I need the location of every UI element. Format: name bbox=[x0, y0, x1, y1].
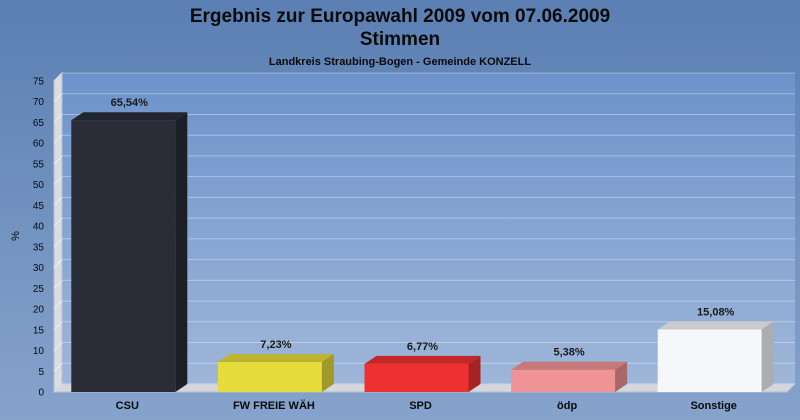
gridline-side bbox=[53, 217, 63, 227]
gridline-side bbox=[53, 114, 63, 123]
gridline-side bbox=[53, 72, 63, 82]
gridline-side bbox=[53, 176, 63, 186]
data-label: 7,23% bbox=[260, 339, 291, 351]
y-tick-label: 20 bbox=[33, 305, 45, 316]
x-axis-labels: CSU FW FREIE WÄH SPD ödp Sonstige bbox=[116, 399, 737, 412]
y-tick-label: 55 bbox=[33, 159, 45, 170]
bar bbox=[657, 329, 762, 392]
bar bbox=[71, 120, 176, 392]
y-tick-label: 65 bbox=[33, 118, 45, 129]
gridline-side bbox=[53, 362, 63, 372]
gridline-side bbox=[53, 259, 63, 268]
bar-side bbox=[468, 355, 481, 392]
gridline-side bbox=[53, 300, 63, 310]
bar-2: 6,77% bbox=[364, 341, 481, 392]
y-tick-label: 35 bbox=[33, 242, 45, 253]
y-tick-label: 15 bbox=[33, 325, 45, 336]
data-label: 65,54% bbox=[111, 97, 149, 109]
bar-4: 15,08% bbox=[657, 306, 774, 392]
bar-side bbox=[321, 354, 334, 392]
bar bbox=[217, 362, 322, 392]
bar-top bbox=[217, 354, 334, 363]
bar-side bbox=[615, 361, 628, 392]
bar-3: 5,38% bbox=[511, 347, 628, 392]
bar-top bbox=[364, 355, 481, 364]
y-tick-label: 30 bbox=[33, 263, 45, 274]
gridline-side bbox=[53, 342, 63, 351]
x-tick-label: ödp bbox=[557, 400, 577, 412]
gridline-side bbox=[53, 238, 63, 248]
bar bbox=[511, 369, 616, 392]
data-label: 15,08% bbox=[697, 306, 735, 318]
y-axis-label: % bbox=[10, 231, 22, 241]
bar-top bbox=[657, 321, 774, 330]
bar bbox=[364, 363, 469, 392]
y-axis-ticks: 0 5 10 15 20 25 30 35 40 45 50 55 60 65 70 75 bbox=[33, 77, 45, 399]
gridline-side bbox=[53, 383, 63, 393]
x-tick-label: SPD bbox=[409, 400, 432, 412]
x-tick-label: Sonstige bbox=[690, 400, 736, 412]
bar-top bbox=[511, 361, 628, 370]
bar-1: 7,23% bbox=[217, 339, 334, 392]
data-label: 6,77% bbox=[407, 341, 438, 353]
bar-side bbox=[175, 112, 188, 392]
y-tick-label: 10 bbox=[33, 346, 45, 357]
chart-title: Ergebnis zur Europawahl 2009 vom 07.06.2… bbox=[190, 6, 610, 27]
bar-side bbox=[761, 321, 774, 392]
x-tick-label: FW FREIE WÄH bbox=[233, 399, 315, 412]
bar-0: 65,54% bbox=[71, 97, 188, 392]
bar-top bbox=[71, 112, 188, 121]
y-tick-label: 50 bbox=[33, 180, 45, 191]
y-tick-label: 0 bbox=[38, 388, 44, 399]
data-label: 5,38% bbox=[553, 347, 584, 359]
y-tick-label: 75 bbox=[33, 77, 45, 88]
bars: 65,54% 7,23% 6,77% 5,38% 15,08% bbox=[71, 97, 774, 392]
gridline-side bbox=[53, 321, 63, 331]
gridline-side bbox=[53, 197, 63, 206]
y-tick-label: 60 bbox=[33, 139, 45, 150]
gridline-side bbox=[53, 155, 63, 165]
chart-title-line2: Stimmen bbox=[360, 29, 440, 50]
chart-subtitle: Landkreis Straubing-Bogen - Gemeinde KON… bbox=[269, 56, 531, 68]
gridline-side bbox=[53, 134, 63, 144]
y-tick-label: 25 bbox=[33, 284, 45, 295]
y-tick-label: 40 bbox=[33, 222, 45, 233]
y-tick-label: 45 bbox=[33, 201, 45, 212]
gridline-side bbox=[53, 279, 63, 289]
x-tick-label: CSU bbox=[116, 400, 139, 412]
y-tick-label: 5 bbox=[38, 367, 44, 378]
gridline-side bbox=[53, 93, 63, 103]
y-tick-label: 70 bbox=[33, 97, 45, 108]
